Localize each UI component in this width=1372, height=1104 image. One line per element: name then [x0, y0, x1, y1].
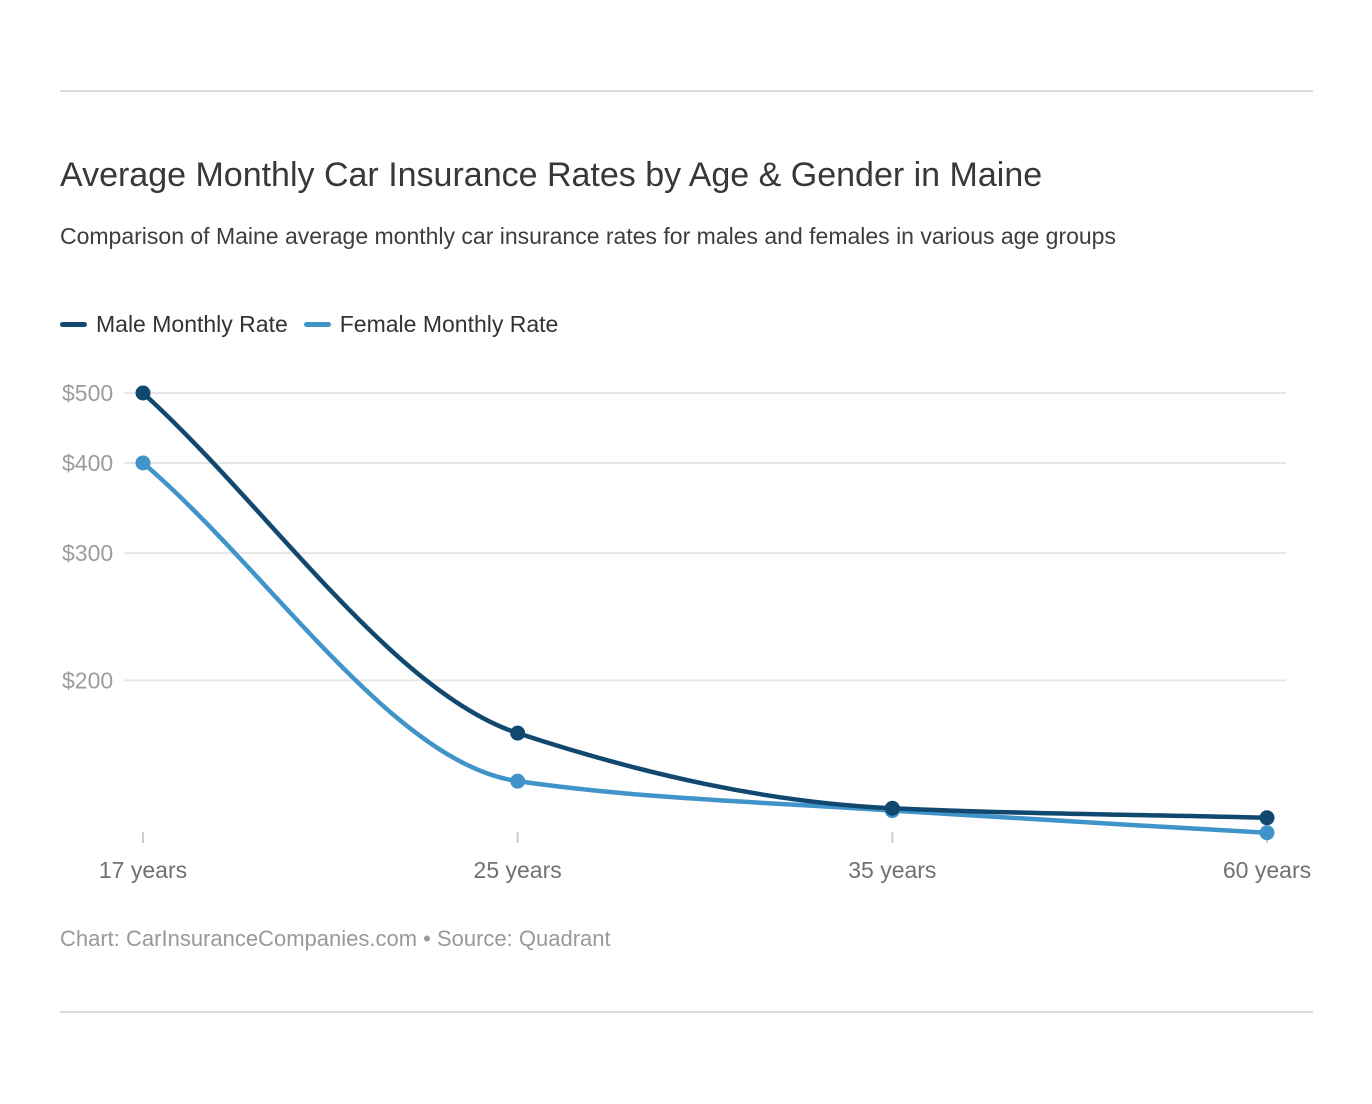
male-series-line [140, 390, 1270, 821]
line-chart: $500 $400 $300 $200 17 years 25 years 35 years… [62, 380, 1311, 883]
x-tick-label: 25 years [474, 857, 562, 883]
x-tick-label: 60 years [1223, 857, 1311, 883]
y-tick-label: $300 [62, 540, 113, 566]
female-series-line [140, 460, 1270, 835]
legend-item-male: Male Monthly Rate [60, 311, 288, 338]
male-data-point [1259, 810, 1275, 826]
attribution: Chart: CarInsuranceCompanies.com • Sourc… [60, 926, 611, 951]
chart-subtitle: Comparison of Maine average monthly car … [60, 223, 1116, 249]
y-axis-labels: $500 $400 $300 $200 [62, 380, 113, 693]
male-data-point [884, 800, 900, 816]
y-tick-label: $200 [62, 667, 113, 693]
top-divider [60, 90, 1313, 92]
male-data-point [510, 725, 526, 741]
male-data-point [135, 385, 151, 401]
female-data-point [1259, 825, 1275, 841]
chart-title: Average Monthly Car Insurance Rates by A… [60, 156, 1043, 194]
female-series-label: Female Monthly Rate [339, 310, 559, 337]
female-series-swatch-icon [303, 321, 331, 327]
x-axis-labels: 17 years 25 years 35 years 60 years [99, 857, 1311, 883]
female-data-point [135, 455, 151, 471]
x-tick-label: 35 years [848, 857, 936, 883]
male-series-points [135, 385, 1275, 826]
bottom-divider [60, 1011, 1313, 1013]
y-tick-label: $500 [62, 380, 113, 406]
x-tick-label: 17 years [99, 857, 187, 883]
legend: Male Monthly Rate Female Monthly Rate [60, 309, 558, 339]
y-tick-label: $400 [62, 450, 113, 476]
x-axis-ticks [142, 832, 1268, 843]
male-series-label: Male Monthly Rate [96, 310, 288, 337]
male-series-swatch-icon [60, 321, 87, 327]
legend-item-female: Female Monthly Rate [303, 310, 559, 338]
y-gridlines [124, 392, 1286, 682]
female-data-point [510, 773, 526, 789]
